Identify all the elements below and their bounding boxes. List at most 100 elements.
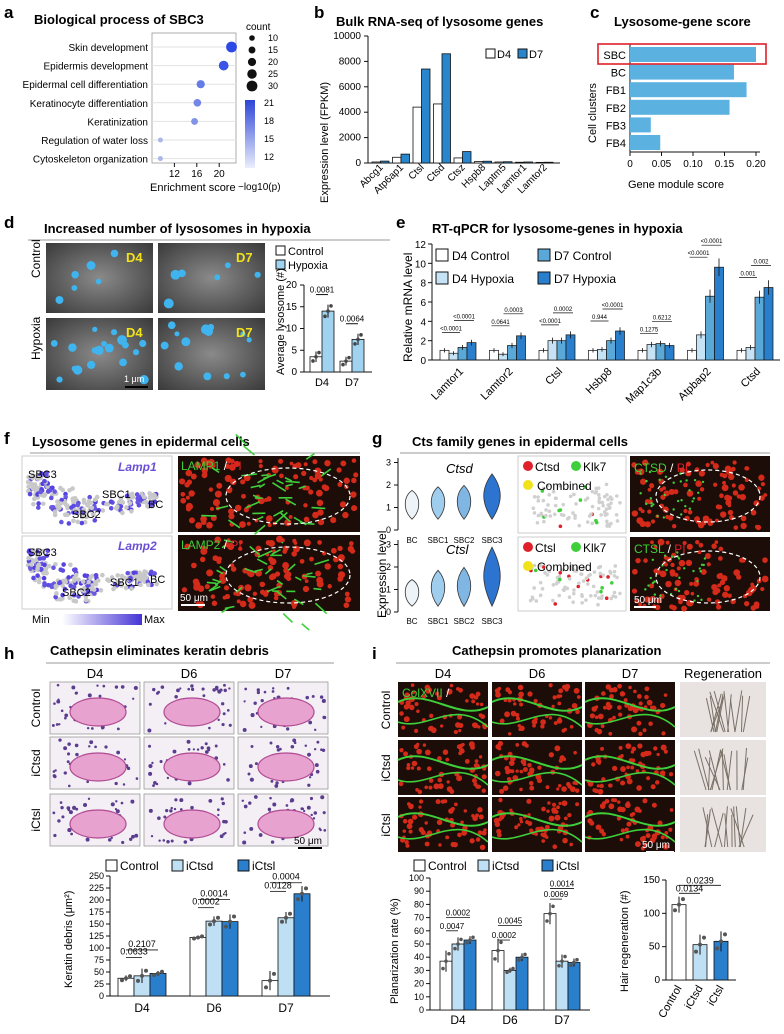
umap-cell (49, 496, 54, 501)
replicate-dot (288, 912, 292, 916)
umap-cell (31, 486, 36, 491)
lysosome-marker (207, 324, 214, 331)
he-nucleus (309, 776, 311, 778)
pi-nucleus (733, 490, 738, 495)
he-nucleus (271, 840, 274, 843)
umap-cell (539, 581, 543, 585)
y-tick-label: 0 (420, 356, 426, 367)
cts-signal (665, 476, 667, 478)
pi-nucleus (628, 706, 633, 711)
legend-label: D7 Hypoxia (554, 272, 616, 286)
pi-nucleus (209, 487, 213, 491)
size-legend-label: 30 (268, 81, 278, 91)
he-nucleus (323, 811, 326, 814)
pi-nucleus (644, 751, 650, 757)
pi-nucleus (636, 785, 642, 791)
pi-nucleus (458, 729, 461, 732)
y-axis-label-h: Keratin debris (μm²) (63, 891, 75, 988)
umap-cell (63, 501, 68, 506)
pi-nucleus (411, 766, 415, 770)
pi-nucleus (244, 584, 251, 591)
cluster-label-sbc2-b: SBC2 (62, 587, 91, 599)
x-gene-label: Ctsl (543, 366, 565, 388)
replicate-dot (344, 359, 348, 363)
replicate-dot (317, 351, 321, 355)
p-value: 0.0045 (498, 917, 523, 926)
scale-text-d: 1 μm (124, 374, 144, 384)
pi-nucleus (295, 462, 301, 468)
y-tick-label: 60 (414, 926, 424, 936)
stain-colxvii: ColXVII (402, 686, 443, 700)
lysosome-marker (111, 329, 117, 335)
pi-nucleus (565, 684, 570, 689)
y-tick-label: 0 (386, 525, 391, 535)
legend-color-bar (245, 100, 255, 168)
bar-planarization (504, 970, 516, 1010)
bar-planarization (544, 914, 556, 1010)
he-row-label: iCtsd (29, 749, 43, 776)
pi-nucleus (523, 767, 528, 772)
pi-nucleus (472, 815, 478, 821)
pi-nucleus (495, 688, 500, 693)
pi-nucleus (470, 838, 475, 843)
he-nucleus (223, 684, 226, 687)
pi-nucleus (547, 801, 550, 804)
pi-nucleus (559, 694, 562, 697)
pi-nucleus (636, 721, 641, 726)
he-nucleus (224, 689, 227, 692)
umap-cell (613, 591, 617, 595)
umap-cell (43, 492, 48, 497)
y-tick-label: 20 (414, 979, 424, 989)
pi-nucleus (518, 724, 522, 728)
pi-nucleus (428, 786, 432, 790)
replicate-dot (548, 912, 552, 916)
umap-cell (572, 592, 576, 596)
he-nucleus (323, 829, 326, 832)
panel-title-c: Lysosome-gene score (614, 14, 751, 29)
umap-cell (561, 503, 565, 507)
term-label: Epidermis development (44, 62, 149, 73)
pi-nucleus (649, 583, 654, 588)
pi-nucleus (577, 695, 581, 699)
he-nucleus (202, 694, 205, 697)
he-row-label: iCtsl (29, 808, 43, 831)
scale-text-i: 50 μm (642, 840, 670, 851)
he-nucleus (290, 798, 294, 802)
pi-nucleus (646, 776, 650, 780)
stain-sep-ctsl: / (664, 542, 674, 556)
pi-nucleus (509, 760, 515, 766)
cts-signal (699, 567, 701, 569)
he-nucleus (244, 700, 246, 702)
he-nucleus (319, 828, 321, 830)
violin-x-label: BC (406, 536, 417, 545)
col-label: D7 (622, 666, 639, 681)
term-label: Skin development (69, 43, 149, 54)
pi-nucleus (516, 717, 520, 721)
he-nucleus (151, 835, 153, 837)
cluster-label-sbc1-a: SBC1 (102, 489, 131, 501)
pi-nucleus (433, 783, 439, 789)
umap-cell (559, 508, 563, 512)
replicate-dot (304, 886, 308, 890)
he-nucleus (75, 744, 79, 748)
umap-cell (54, 591, 59, 596)
y-tick-label: 125 (89, 931, 104, 941)
pi-nucleus (677, 566, 681, 570)
pi-nucleus (403, 751, 408, 756)
replicate-dot (212, 919, 216, 923)
pi-nucleus (620, 780, 625, 785)
pi-nucleus (687, 544, 693, 550)
pi-nucleus (289, 515, 293, 519)
bar-d4 (413, 107, 422, 163)
replicate-dot (468, 938, 472, 942)
y-tick-label: 25 (94, 979, 104, 989)
stain-lamp1: LAMP1 (181, 459, 221, 473)
umap-cell (544, 508, 548, 512)
pi-nucleus (545, 836, 548, 839)
pi-nucleus (278, 459, 283, 464)
umap-cell (580, 593, 584, 597)
replicate-dot (560, 959, 564, 963)
umap-cell (605, 512, 609, 516)
he-nucleus (91, 727, 94, 730)
pi-nucleus (540, 724, 544, 728)
